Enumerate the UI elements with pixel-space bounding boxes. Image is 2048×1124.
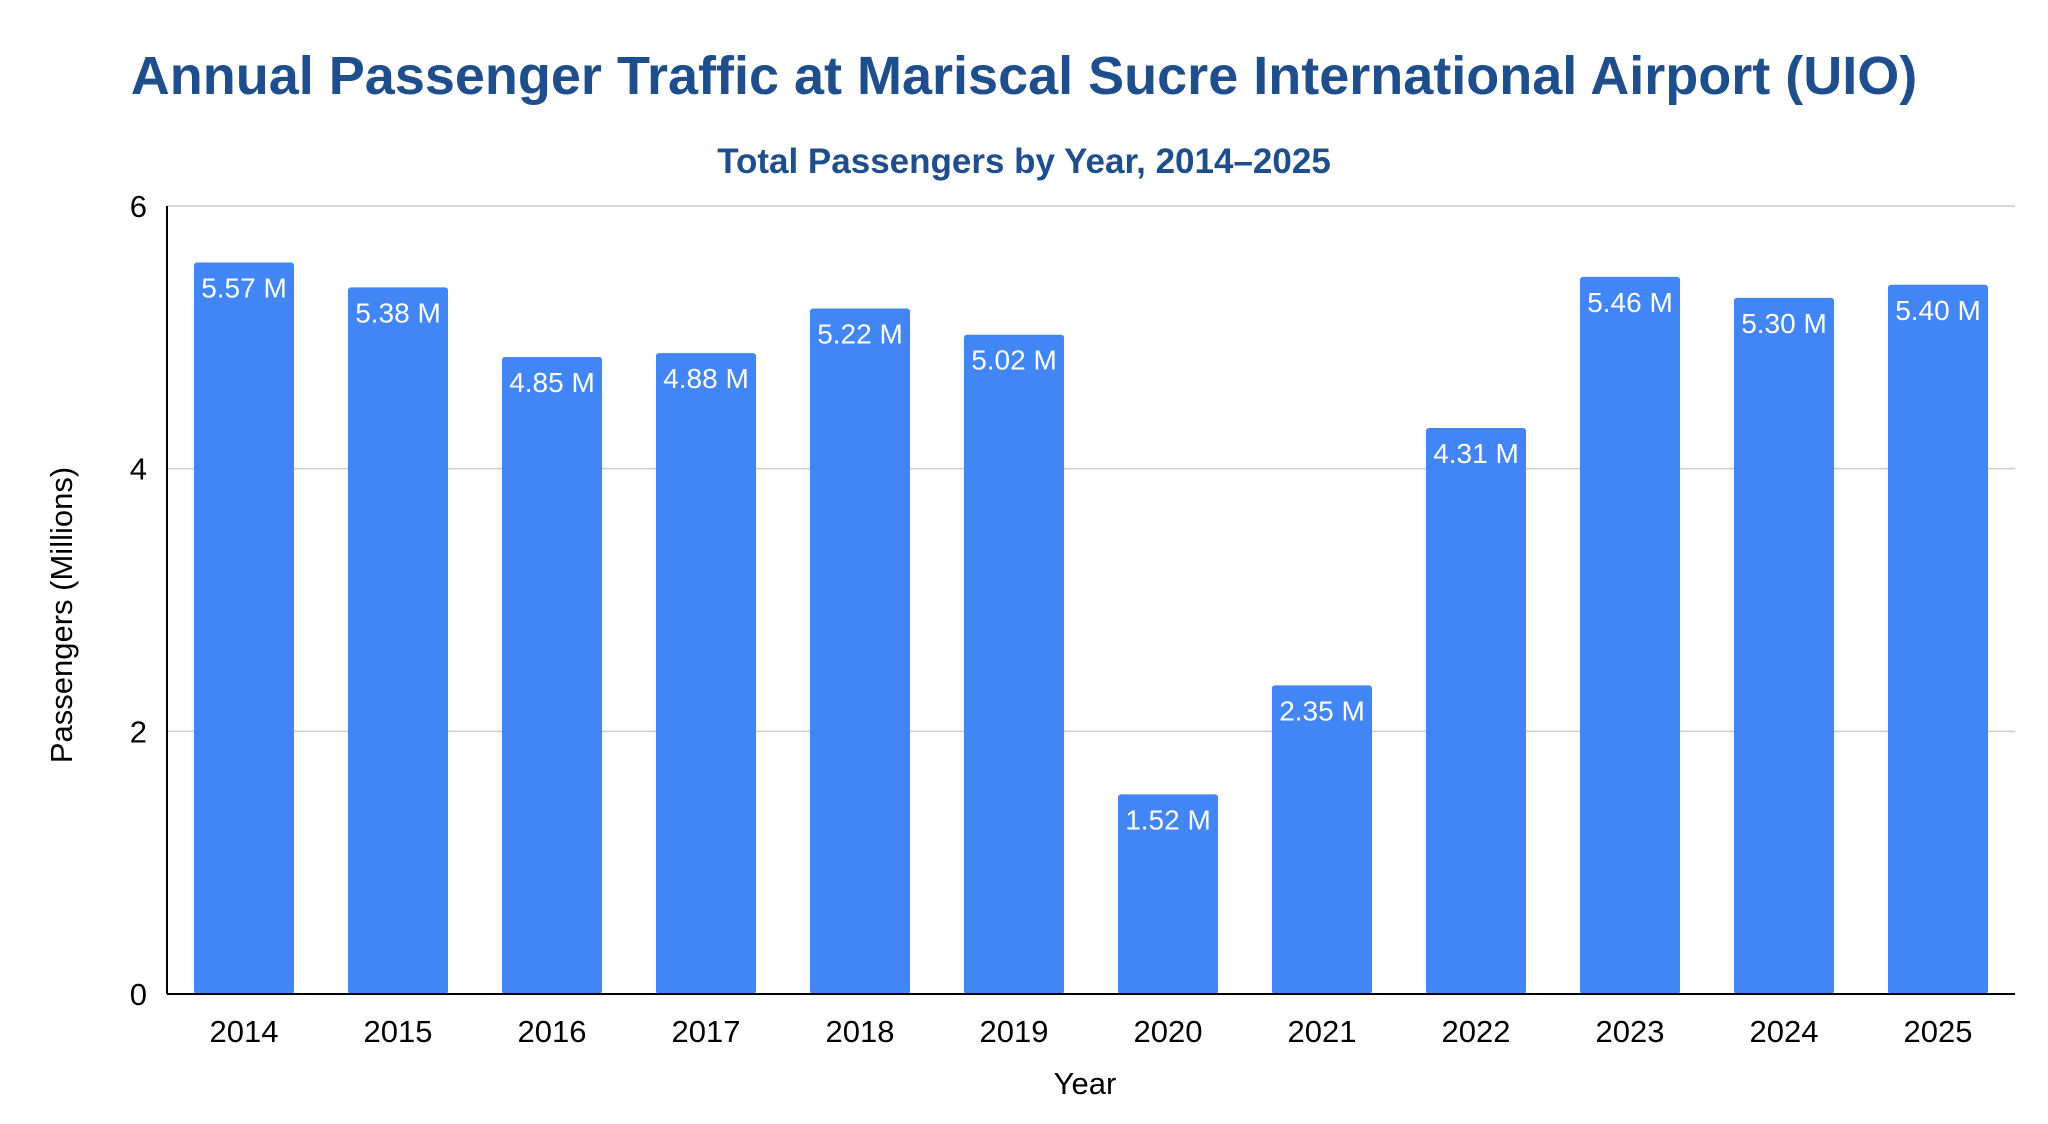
x-tick-label: 2020 <box>1134 1014 1203 1049</box>
bar <box>655 353 757 994</box>
x-tick-label: 2025 <box>1904 1014 1973 1049</box>
chart-title: Annual Passenger Traffic at Mariscal Suc… <box>131 46 1917 106</box>
bar-data-label: 4.85 M <box>509 367 595 398</box>
y-axis-title: Passengers (Millions) <box>44 467 79 763</box>
bar-data-label: 5.57 M <box>201 272 287 303</box>
x-tick-label: 2017 <box>672 1014 741 1049</box>
y-tick-label: 2 <box>130 714 147 749</box>
bar <box>1425 427 1527 994</box>
x-axis-title: Year <box>1054 1066 1117 1101</box>
gridlines <box>167 205 2015 733</box>
x-tick-label: 2018 <box>826 1014 895 1049</box>
x-tick-label: 2016 <box>518 1014 587 1049</box>
bar <box>193 262 295 994</box>
x-tick-label: 2024 <box>1750 1014 1819 1049</box>
y-tick-label: 0 <box>130 977 147 1012</box>
bar <box>1117 794 1219 994</box>
bar-data-label: 1.52 M <box>1125 804 1211 835</box>
bar-data-label: 4.31 M <box>1433 438 1519 469</box>
bar <box>1887 284 1989 994</box>
bar-data-label: 2.35 M <box>1279 695 1365 726</box>
bar <box>1579 276 1681 994</box>
axes: 0 2 4 6 2014 2015 2016 2017 2018 2019 2020 2021 2022… <box>130 189 2015 1049</box>
x-tick-label: 2019 <box>980 1014 1049 1049</box>
x-tick-label: 2023 <box>1596 1014 1665 1049</box>
x-tick-label: 2021 <box>1288 1014 1357 1049</box>
bar-data-label: 5.38 M <box>355 297 441 328</box>
x-tick-label: 2015 <box>364 1014 433 1049</box>
bar-data-label: 5.40 M <box>1895 295 1981 326</box>
bar <box>347 287 449 995</box>
y-tick-label: 4 <box>130 452 147 487</box>
bar-data-label: 5.22 M <box>817 318 903 349</box>
chart-subtitle: Total Passengers by Year, 2014–2025 <box>717 142 1331 181</box>
bars: 5.57 M 5.38 M 4.85 M 4.88 M 5.22 M 5.02 M 1.52… <box>193 262 1989 995</box>
bar-data-label: 5.02 M <box>971 345 1057 376</box>
x-tick-label: 2022 <box>1442 1014 1511 1049</box>
bar <box>963 334 1065 994</box>
bar-data-label: 4.88 M <box>663 363 749 394</box>
bar-data-label: 5.46 M <box>1587 287 1673 318</box>
bar-data-label: 5.30 M <box>1741 308 1827 339</box>
bar <box>501 357 603 994</box>
bar <box>809 308 911 994</box>
y-tick-label: 6 <box>130 189 147 224</box>
bar <box>1271 685 1373 994</box>
x-tick-label: 2014 <box>210 1014 279 1049</box>
bar <box>1733 297 1835 994</box>
